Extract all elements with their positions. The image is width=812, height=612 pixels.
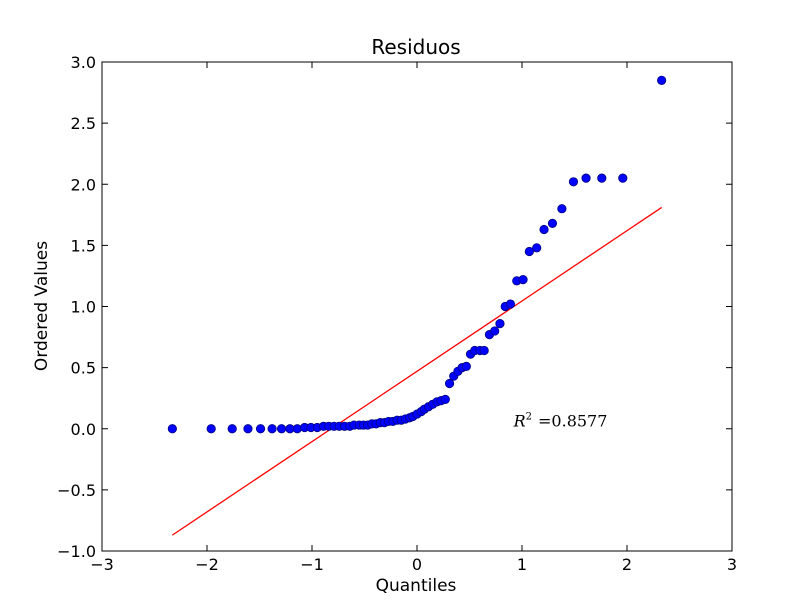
- data-point: [276, 424, 287, 434]
- data-point: [461, 361, 471, 372]
- data-point: [267, 424, 277, 434]
- axes-layer: −3 −2 −1 0 1 2 3 −1.0 −0.5 0.0 0.5 1.0 1.5 2.0 2.5 3.0: [57, 53, 737, 574]
- marks-layer: [167, 75, 667, 536]
- data-point: [581, 173, 591, 183]
- data-point: [618, 173, 628, 183]
- chart-title: Residuos: [371, 35, 460, 59]
- r-squared-value: =0.8577: [538, 411, 607, 430]
- y-tick-label: 0.5: [71, 359, 96, 378]
- data-point: [444, 378, 455, 389]
- data-point: [479, 345, 489, 356]
- y-tick-label: 0.0: [71, 420, 96, 439]
- x-tick-label: 1: [517, 555, 527, 574]
- data-point: [243, 424, 253, 434]
- data-point: [206, 424, 216, 434]
- x-tick-label: 3: [727, 555, 737, 574]
- data-point: [532, 243, 542, 253]
- data-point: [255, 424, 266, 434]
- x-axis-label: Quantiles: [376, 576, 457, 596]
- y-tick-label: 3.0: [71, 53, 96, 72]
- y-tick-label: −0.5: [57, 481, 96, 500]
- y-tick-label: 1.0: [71, 298, 96, 317]
- data-point: [440, 394, 450, 405]
- x-tick-label: −3: [90, 555, 114, 574]
- y-tick-label: 2.5: [71, 114, 96, 133]
- data-point: [490, 326, 500, 336]
- data-point: [167, 424, 177, 434]
- y-axis-label: Ordered Values: [32, 241, 52, 371]
- r-squared-symbol: R: [513, 411, 526, 430]
- data-point: [568, 177, 579, 187]
- data-point: [597, 173, 607, 183]
- data-point: [495, 319, 505, 329]
- x-tick-label: 2: [622, 555, 632, 574]
- r-squared-annotation: R2 =0.8577: [513, 411, 608, 430]
- y-tick-label: 2.0: [71, 175, 96, 194]
- data-point: [547, 218, 558, 228]
- data-point: [539, 224, 549, 235]
- data-point: [557, 204, 567, 214]
- data-point: [657, 75, 667, 85]
- y-tick-label: 1.5: [71, 236, 96, 255]
- r-squared-superscript: 2: [526, 411, 532, 422]
- x-tick-label: 0: [412, 555, 422, 574]
- x-tick-label: −2: [195, 555, 219, 574]
- fit-line: [171, 206, 663, 536]
- data-point: [227, 424, 237, 434]
- data-point: [518, 275, 528, 285]
- x-tick-label: −1: [300, 555, 324, 574]
- data-point: [524, 246, 534, 257]
- data-point: [505, 299, 516, 309]
- y-tick-label: −1.0: [57, 542, 96, 561]
